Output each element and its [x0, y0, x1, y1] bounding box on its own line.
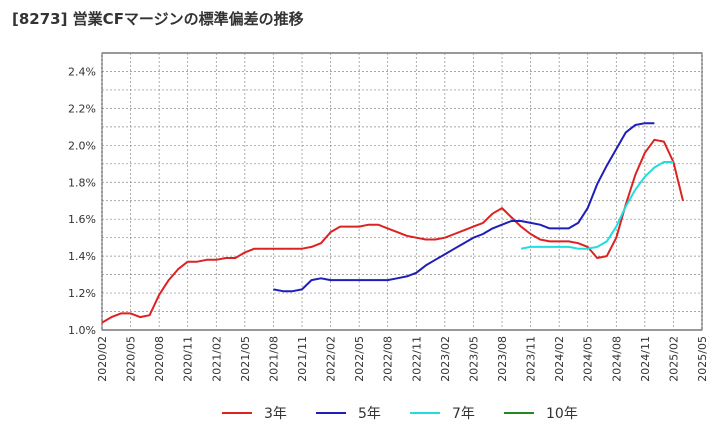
x-tick-label: 2023/05	[467, 336, 480, 382]
x-tick-label: 2020/02	[96, 336, 109, 382]
legend-label: 7年	[452, 406, 475, 422]
x-tick-label: 2023/02	[439, 336, 452, 382]
x-tick-label: 2024/11	[639, 336, 652, 382]
x-tick-label: 2025/05	[696, 336, 709, 382]
x-tick-label: 2024/08	[610, 336, 623, 382]
x-tick-label: 2024/02	[553, 336, 566, 382]
legend-label: 3年	[264, 406, 287, 422]
x-tick-label: 2021/11	[296, 336, 309, 382]
x-tick-label: 2022/11	[410, 336, 423, 382]
grid	[101, 52, 703, 331]
series-line-5年	[273, 122, 655, 293]
x-tick-label: 2022/02	[325, 336, 338, 382]
x-tick-label: 2021/02	[210, 336, 223, 382]
series-line-3年	[101, 138, 684, 324]
y-tick-label: 2.4%	[68, 65, 96, 78]
y-tick-label: 1.4%	[68, 250, 96, 263]
x-tick-label: 2025/02	[667, 336, 680, 382]
legend-label: 10年	[546, 406, 578, 422]
x-tick-label: 2020/08	[153, 336, 166, 382]
x-tick-label: 2022/08	[382, 336, 395, 382]
x-tick-label: 2022/05	[353, 336, 366, 382]
y-tick-label: 1.0%	[68, 324, 96, 337]
y-tick-label: 1.6%	[68, 213, 96, 226]
y-tick-label: 2.2%	[68, 102, 96, 115]
axes: 1.0% 1.2% 1.4% 1.6% 1.8% 2.0% 2.2% 2.4% 2020/02 2…	[68, 65, 709, 381]
x-tick-label: 2023/08	[496, 336, 509, 382]
x-tick-label: 2024/05	[582, 336, 595, 382]
series-group	[101, 122, 684, 324]
series-line-7年	[520, 161, 674, 250]
chart-title: [8273] 営業CFマージンの標準偏差の推移	[12, 10, 304, 28]
y-tick-label: 2.0%	[68, 139, 96, 152]
x-tick-label: 2023/11	[525, 336, 538, 382]
plot-area	[101, 52, 703, 331]
legend: 3年 5年 7年 10年	[222, 406, 578, 422]
y-tick-label: 1.8%	[68, 176, 96, 189]
legend-label: 5年	[358, 406, 381, 422]
x-tick-label: 2021/08	[267, 336, 280, 382]
y-tick-label: 1.2%	[68, 287, 96, 300]
x-tick-label: 2020/11	[182, 336, 195, 382]
x-tick-label: 2021/05	[239, 336, 252, 382]
x-tick-label: 2020/05	[125, 336, 138, 382]
